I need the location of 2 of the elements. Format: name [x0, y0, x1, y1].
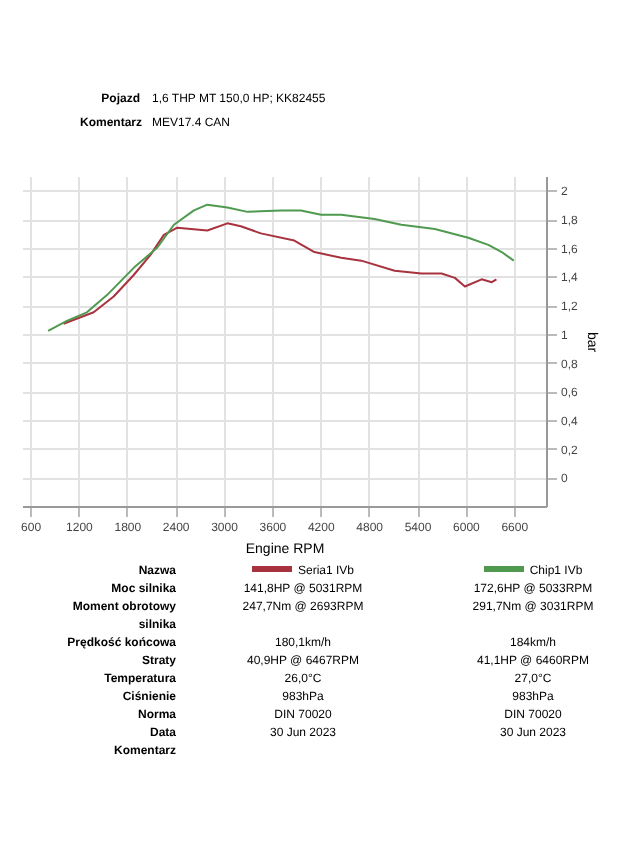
line-series — [47, 203, 515, 332]
line-series — [62, 222, 498, 325]
